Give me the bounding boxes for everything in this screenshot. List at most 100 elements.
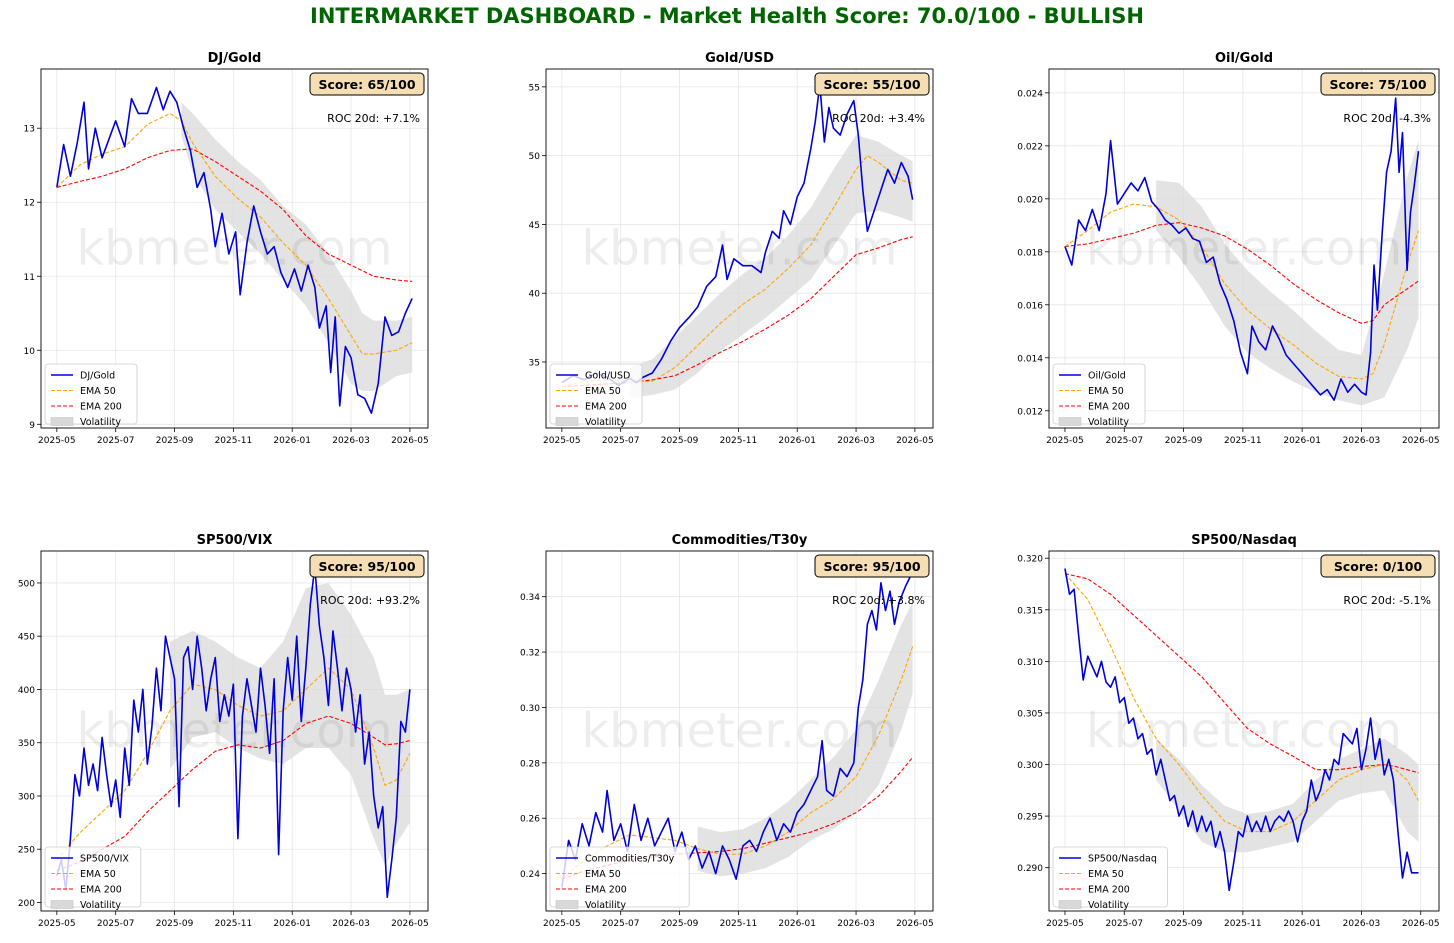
score-text: Score: 65/100 (318, 77, 415, 92)
y-tick-label: 0.24 (520, 870, 540, 880)
roc-text: ROC 20d: +3.8% (832, 594, 925, 607)
legend-ema50-label: EMA 50 (80, 869, 116, 880)
axes-frame (40, 68, 429, 429)
score-badge (309, 72, 425, 96)
chart-title: Oil/Gold (1215, 51, 1273, 66)
y-tick-label: 400 (18, 686, 35, 696)
axes-frame (545, 550, 934, 912)
chart-title: DJ/Gold (208, 51, 262, 66)
score-text: Score: 0/100 (1334, 559, 1423, 574)
legend-volatility-label: Volatility (1088, 417, 1129, 428)
y-tick-label: 300 (18, 792, 35, 802)
ema50-line (1064, 573, 1419, 833)
legend-volatility-swatch (50, 417, 74, 426)
x-tick-label: 2025-11 (1224, 436, 1262, 446)
legend-volatility-label: Volatility (80, 900, 121, 911)
ema50-line (561, 646, 914, 880)
x-tick-label: 2026-03 (837, 436, 875, 446)
legend-box (1052, 363, 1146, 425)
legend-ema50-label: EMA 50 (585, 386, 621, 397)
x-tick-label: 2025-07 (1105, 919, 1143, 929)
y-tick-label: 12 (24, 199, 35, 209)
y-tick-label: 11 (24, 273, 35, 283)
x-tick-label: 2025-09 (156, 436, 194, 446)
x-tick-label: 2025-11 (215, 436, 253, 446)
y-tick-label: 0.28 (520, 759, 540, 769)
legend-volatility-label: Volatility (585, 900, 626, 911)
score-badge (814, 554, 930, 578)
plot-content: kbmeter.com (1064, 568, 1419, 892)
legend-box (44, 363, 138, 425)
legend-ema200-label: EMA 200 (585, 402, 627, 413)
y-tick-label: 0.26 (520, 815, 540, 825)
y-tick-label: 200 (18, 899, 35, 909)
y-tick-label: 0.018 (1017, 248, 1043, 258)
legend-price-label: DJ/Gold (80, 371, 115, 382)
chart-panel-oil-gold: 2025-05 2025-07 2025-09 2025-11 2026-01 2026-… (968, 38, 1454, 456)
x-tick-label: 2026-05 (391, 919, 429, 929)
legend-ema50-label: EMA 50 (80, 386, 116, 397)
volatility-band (1156, 738, 1419, 853)
price-line (1064, 568, 1419, 892)
y-tick-label: 0.34 (520, 593, 540, 603)
x-tick-label: 2025-05 (38, 919, 76, 929)
y-tick-label: 0.320 (1017, 555, 1043, 565)
price-line (56, 86, 413, 414)
chart-panel-dj-gold: 2025-05 2025-07 2025-09 2025-11 2026-01 2026-… (0, 38, 484, 456)
x-tick-label: 2025-05 (1046, 436, 1084, 446)
legend-box (549, 363, 643, 425)
y-tick-label: 0.016 (1017, 301, 1043, 311)
legend-ema200-label: EMA 200 (1088, 885, 1130, 896)
y-tick-label: 250 (18, 846, 35, 856)
chart-title: SP500/VIX (197, 533, 273, 548)
axes-frame (1048, 68, 1440, 429)
chart-title: Commodities/T30y (672, 533, 808, 548)
x-tick-label: 2026-05 (391, 436, 429, 446)
legend-volatility-swatch (1058, 417, 1082, 426)
chart-svg: 2025-05 2025-07 2025-09 2025-11 2026-01 2026-… (1017, 51, 1440, 446)
roc-text: ROC 20d: +93.2% (320, 594, 420, 607)
y-tick-label: 0.020 (1017, 195, 1043, 205)
x-tick-label: 2025-11 (1224, 919, 1262, 929)
ema200-line (56, 715, 411, 872)
price-line (561, 83, 914, 387)
x-tick-label: 2026-03 (332, 436, 370, 446)
legend-price-label: Oil/Gold (1088, 371, 1126, 382)
y-tick-label: 55 (529, 83, 540, 93)
legend-ema50-label: EMA 50 (1088, 869, 1124, 880)
legend-volatility-swatch (555, 900, 579, 909)
y-tick-label: 500 (18, 579, 35, 589)
x-tick-label: 2026-01 (778, 919, 816, 929)
y-tick-label: 0.295 (1017, 813, 1043, 823)
legend-price-label: Commodities/T30y (585, 854, 675, 865)
x-tick-label: 2025-09 (1165, 436, 1203, 446)
x-tick-label: 2025-11 (720, 919, 758, 929)
legend-ema200-label: EMA 200 (1088, 402, 1130, 413)
watermark: kbmeter.com (581, 221, 897, 277)
chart-panel-commodities-t30y: 2025-05 2025-07 2025-09 2025-11 2026-01 2026-… (484, 520, 968, 939)
x-tick-label: 2025-09 (156, 919, 194, 929)
plot-content: kbmeter.com (56, 86, 413, 414)
y-tick-label: 0.315 (1017, 606, 1043, 616)
legend-ema50-label: EMA 50 (1088, 386, 1124, 397)
chart-panel-gold-usd: 2025-05 2025-07 2025-09 2025-11 2026-01 2026-… (484, 38, 968, 456)
y-tick-label: 50 (529, 152, 541, 162)
x-tick-label: 2026-05 (1402, 436, 1440, 446)
y-tick-label: 0.30 (520, 704, 540, 714)
y-tick-label: 13 (24, 125, 35, 135)
legend-box (44, 846, 142, 908)
x-tick-label: 2025-07 (97, 919, 135, 929)
chart-svg: 2025-05 2025-07 2025-09 2025-11 2026-01 2026-… (1017, 533, 1439, 929)
dashboard-title: INTERMARKET DASHBOARD - Market Health Sc… (310, 4, 1144, 28)
roc-text: ROC 20d: +7.1% (327, 112, 420, 125)
legend-price-label: SP500/Nasdaq (1088, 854, 1157, 865)
axes-frame (545, 68, 934, 429)
x-tick-label: 2026-05 (896, 919, 934, 929)
score-text: Score: 95/100 (823, 559, 920, 574)
legend-price-label: SP500/VIX (80, 854, 129, 865)
legend-box (1052, 846, 1168, 908)
chart-title: SP500/Nasdaq (1191, 533, 1297, 548)
axes-frame (40, 550, 429, 912)
score-badge (309, 554, 425, 578)
x-tick-label: 2025-07 (97, 436, 135, 446)
